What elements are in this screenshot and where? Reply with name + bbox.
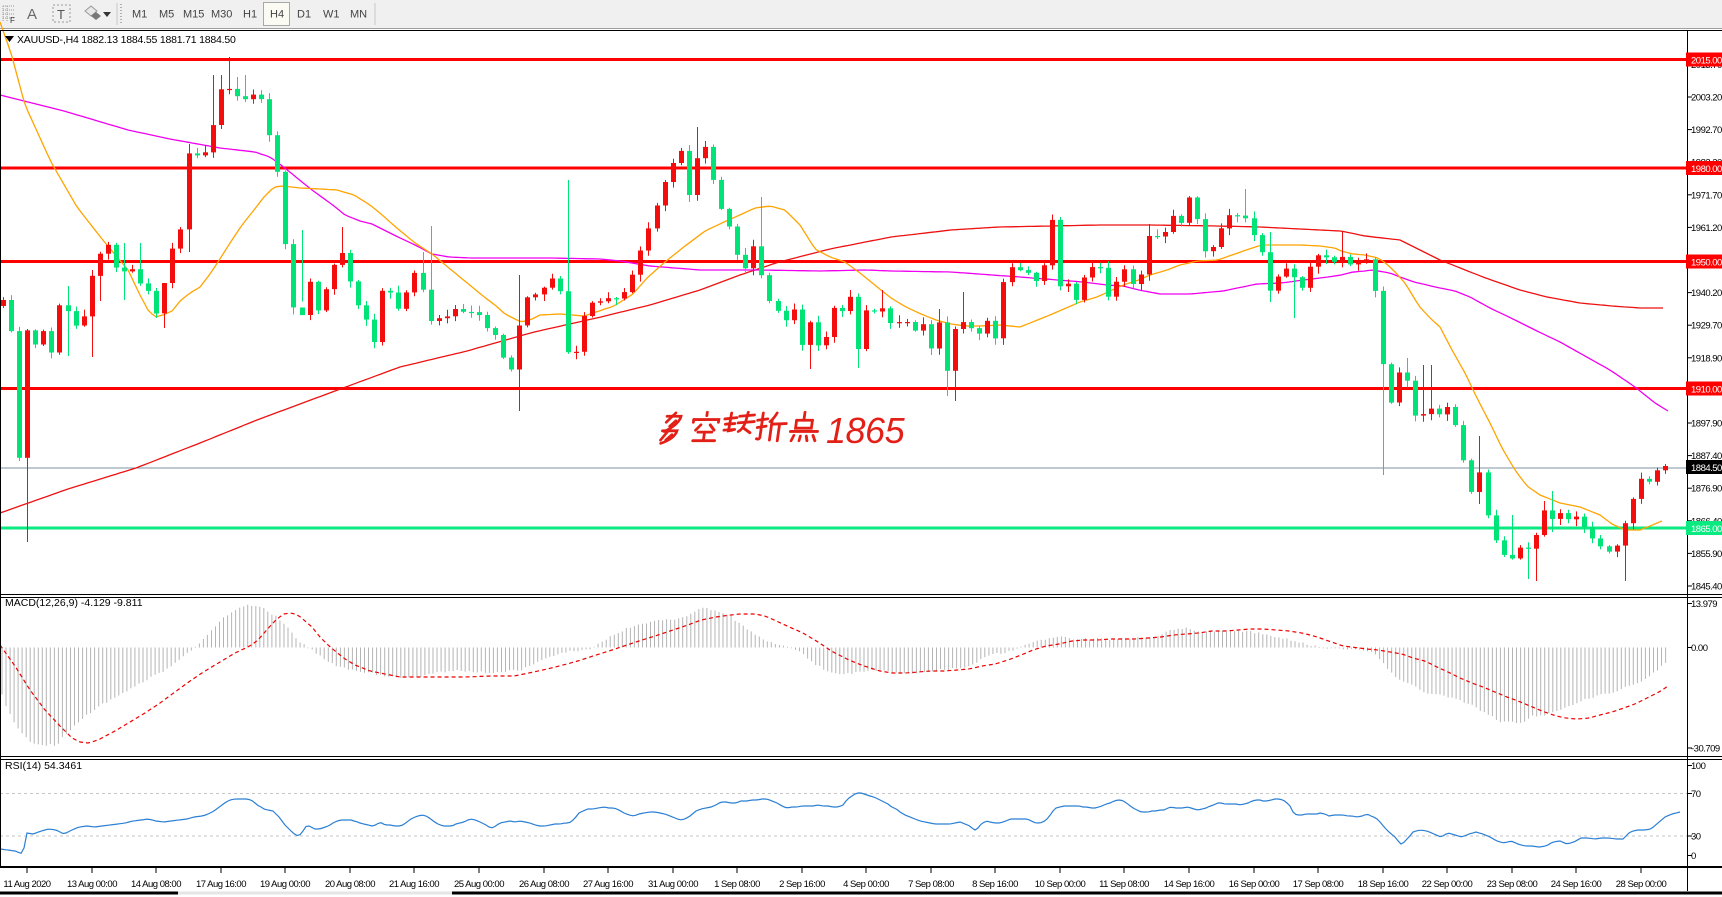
- svg-text:T: T: [57, 7, 65, 22]
- svg-text:24 Sep 16:00: 24 Sep 16:00: [1551, 879, 1602, 890]
- svg-text:M30: M30: [211, 9, 232, 21]
- svg-text:25 Aug 00:00: 25 Aug 00:00: [454, 879, 504, 890]
- svg-text:D1: D1: [297, 9, 311, 21]
- svg-text:1992.70: 1992.70: [1691, 125, 1722, 136]
- svg-text:28 Sep 00:00: 28 Sep 00:00: [1616, 879, 1667, 890]
- svg-text:23 Sep 08:00: 23 Sep 08:00: [1487, 879, 1538, 890]
- svg-text:70: 70: [1691, 789, 1701, 800]
- svg-text:A: A: [27, 6, 37, 23]
- svg-text:8 Sep 16:00: 8 Sep 16:00: [972, 879, 1018, 890]
- svg-text:W1: W1: [323, 9, 340, 21]
- svg-text:0: 0: [1691, 851, 1696, 862]
- svg-text:100: 100: [1691, 761, 1706, 772]
- svg-text:20 Aug 08:00: 20 Aug 08:00: [325, 879, 375, 890]
- svg-text:13 Aug 00:00: 13 Aug 00:00: [67, 879, 117, 890]
- svg-text:1950.00: 1950.00: [1691, 258, 1722, 269]
- svg-text:F: F: [10, 16, 15, 25]
- svg-text:1 Sep 08:00: 1 Sep 08:00: [714, 879, 760, 890]
- svg-text:14 Sep 16:00: 14 Sep 16:00: [1164, 879, 1215, 890]
- svg-text:7 Sep 08:00: 7 Sep 08:00: [908, 879, 954, 890]
- svg-text:1865.00: 1865.00: [1691, 524, 1722, 535]
- svg-text:22 Sep 00:00: 22 Sep 00:00: [1422, 879, 1473, 890]
- svg-text:26 Aug 08:00: 26 Aug 08:00: [519, 879, 569, 890]
- svg-text:H4: H4: [270, 9, 284, 21]
- svg-text:17 Sep 08:00: 17 Sep 08:00: [1293, 879, 1344, 890]
- svg-text:1876.90: 1876.90: [1691, 484, 1722, 495]
- svg-text:14 Aug 08:00: 14 Aug 08:00: [131, 879, 181, 890]
- svg-text:2 Sep 16:00: 2 Sep 16:00: [779, 879, 825, 890]
- svg-text:11 Aug 2020: 11 Aug 2020: [3, 879, 50, 890]
- svg-text:1961.20: 1961.20: [1691, 223, 1722, 234]
- svg-text:31 Aug 00:00: 31 Aug 00:00: [648, 879, 698, 890]
- svg-text:1897.90: 1897.90: [1691, 419, 1722, 430]
- svg-text:1845.40: 1845.40: [1691, 582, 1722, 593]
- svg-text:1918.90: 1918.90: [1691, 353, 1722, 364]
- svg-text:0.00: 0.00: [1691, 643, 1708, 654]
- svg-text:19 Aug 00:00: 19 Aug 00:00: [260, 879, 310, 890]
- svg-text:13.979: 13.979: [1691, 599, 1717, 610]
- svg-text:30: 30: [1691, 832, 1701, 843]
- svg-text:MACD(12,26,9) -4.129 -9.811: MACD(12,26,9) -4.129 -9.811: [5, 597, 143, 609]
- svg-text:11 Sep 08:00: 11 Sep 08:00: [1099, 879, 1149, 890]
- svg-text:1929.70: 1929.70: [1691, 321, 1722, 332]
- svg-text:18 Sep 16:00: 18 Sep 16:00: [1358, 879, 1409, 890]
- svg-text:-30.709: -30.709: [1691, 744, 1720, 755]
- svg-text:1980.00: 1980.00: [1691, 164, 1722, 175]
- svg-text:XAUUSD-,H4 1882.13 1884.55 18: XAUUSD-,H4 1882.13 1884.55 1881.71 1884.…: [17, 34, 236, 46]
- svg-text:1884.50: 1884.50: [1691, 463, 1722, 474]
- svg-text:1940.20: 1940.20: [1691, 288, 1722, 299]
- svg-text:1865: 1865: [826, 410, 906, 451]
- svg-text:H1: H1: [243, 9, 257, 21]
- svg-text:M1: M1: [132, 9, 147, 21]
- svg-text:MN: MN: [350, 9, 367, 21]
- svg-text:1887.40: 1887.40: [1691, 451, 1722, 462]
- svg-text:1855.90: 1855.90: [1691, 549, 1722, 560]
- svg-text:M5: M5: [159, 9, 174, 21]
- svg-text:1910.00: 1910.00: [1691, 385, 1722, 396]
- svg-text:2003.20: 2003.20: [1691, 93, 1722, 104]
- svg-text:RSI(14) 54.3461: RSI(14) 54.3461: [5, 760, 82, 772]
- svg-text:4 Sep 00:00: 4 Sep 00:00: [843, 879, 889, 890]
- svg-text:10 Sep 00:00: 10 Sep 00:00: [1035, 879, 1086, 890]
- svg-text:2015.00: 2015.00: [1691, 56, 1722, 67]
- svg-text:17 Aug 16:00: 17 Aug 16:00: [196, 879, 246, 890]
- svg-text:21 Aug 16:00: 21 Aug 16:00: [389, 879, 439, 890]
- svg-text:M15: M15: [183, 9, 204, 21]
- svg-text:1971.70: 1971.70: [1691, 190, 1722, 201]
- svg-text:16 Sep 00:00: 16 Sep 00:00: [1229, 879, 1280, 890]
- svg-text:27 Aug 16:00: 27 Aug 16:00: [583, 879, 633, 890]
